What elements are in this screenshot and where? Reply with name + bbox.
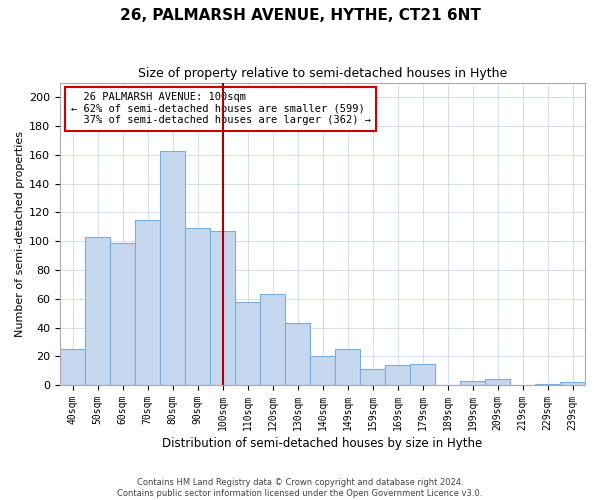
Bar — [310, 356, 335, 385]
Bar — [285, 323, 310, 385]
Bar — [85, 237, 110, 385]
Bar — [535, 384, 560, 385]
Bar — [560, 382, 585, 385]
Bar — [135, 220, 160, 385]
Bar — [485, 380, 510, 385]
Text: Contains HM Land Registry data © Crown copyright and database right 2024.
Contai: Contains HM Land Registry data © Crown c… — [118, 478, 482, 498]
Bar — [160, 150, 185, 385]
Bar — [260, 294, 285, 385]
Text: 26 PALMARSH AVENUE: 100sqm
← 62% of semi-detached houses are smaller (599)
  37%: 26 PALMARSH AVENUE: 100sqm ← 62% of semi… — [71, 92, 371, 126]
Bar — [210, 231, 235, 385]
X-axis label: Distribution of semi-detached houses by size in Hythe: Distribution of semi-detached houses by … — [163, 437, 482, 450]
Bar — [335, 349, 360, 385]
Bar — [360, 370, 385, 385]
Bar — [410, 364, 435, 385]
Bar — [235, 302, 260, 385]
Bar — [185, 228, 210, 385]
Bar — [110, 242, 135, 385]
Bar — [385, 365, 410, 385]
Text: 26, PALMARSH AVENUE, HYTHE, CT21 6NT: 26, PALMARSH AVENUE, HYTHE, CT21 6NT — [119, 8, 481, 22]
Bar — [460, 381, 485, 385]
Title: Size of property relative to semi-detached houses in Hythe: Size of property relative to semi-detach… — [138, 68, 507, 80]
Bar — [60, 349, 85, 385]
Y-axis label: Number of semi-detached properties: Number of semi-detached properties — [15, 131, 25, 337]
